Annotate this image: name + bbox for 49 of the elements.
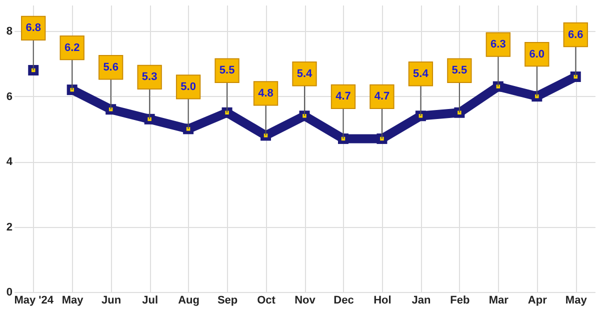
x-tick-label: Mar [488,294,510,306]
text: 5.4 [413,68,428,80]
x-tick-label: Sep [217,294,238,306]
point [106,104,116,115]
text: 5.4 [296,68,312,80]
y-tick-label: 8 [6,26,12,38]
point [222,107,232,118]
point [260,130,272,141]
x-tick-label: May [565,294,588,306]
text: 6.6 [568,28,584,41]
text: 5.5 [219,64,235,77]
x-tick-label: Aug [178,294,200,306]
point [376,133,388,144]
point [66,84,78,96]
text: 6.2 [64,42,80,54]
x-tick-label: May [62,294,84,306]
x-tick-label: Oct [257,294,276,306]
x-tick-label: May '24 [14,294,54,306]
x-tick-label: Hol [374,294,392,306]
y-tick-label: 6 [6,90,12,103]
point [454,107,465,118]
point [492,81,504,92]
y-tick-label: 4 [6,156,14,168]
text: 4.7 [336,90,351,103]
point [415,110,426,122]
x-tick-label: Jan [412,294,431,306]
text: 5.6 [103,61,118,74]
text: 5.3 [142,71,158,84]
x-tick-label: Dec [334,294,354,306]
y-tick-label: 2 [6,221,12,234]
y-tick-label: 0 [6,286,12,298]
point [570,72,581,82]
point [532,91,542,102]
text: 4.8 [258,87,274,100]
x-tick-label: Apr [528,294,548,306]
x-tick-label: Feb [450,294,470,306]
point [299,110,310,122]
point [183,124,194,134]
text: 5.5 [452,64,468,77]
x-tick-label: Nov [294,294,316,306]
point [144,114,155,124]
x-tick-label: Jun [102,294,122,306]
x-tick-label: Jul [142,294,158,306]
point [338,133,348,144]
text: 6.3 [490,38,506,51]
text: 4.7 [374,90,390,103]
text: 6.0 [529,48,545,60]
text: 5.0 [180,80,196,93]
text: 6.8 [26,22,42,34]
